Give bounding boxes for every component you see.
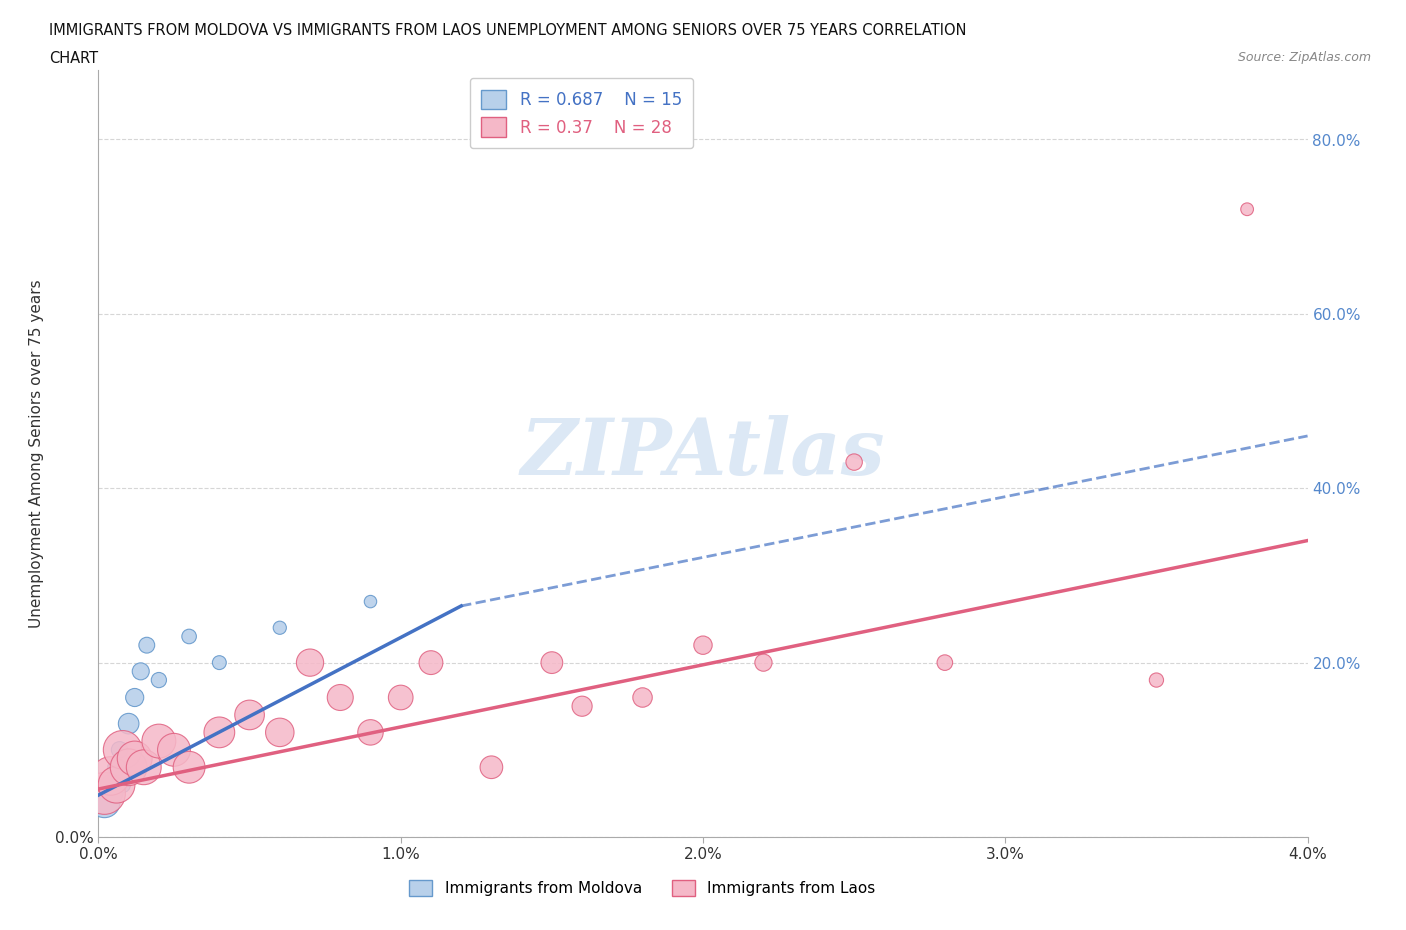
Point <box>129 664 152 679</box>
Point <box>208 725 231 740</box>
Point <box>360 725 382 740</box>
Point <box>844 455 866 470</box>
Point <box>108 742 131 757</box>
Point <box>103 786 125 801</box>
Point <box>239 708 262 723</box>
Point <box>420 656 443 671</box>
Point <box>1236 202 1258 217</box>
Point <box>148 734 170 749</box>
Point <box>360 594 382 609</box>
Legend: Immigrants from Moldova, Immigrants from Laos: Immigrants from Moldova, Immigrants from… <box>404 874 882 902</box>
Point <box>148 672 170 687</box>
Y-axis label: Unemployment Among Seniors over 75 years: Unemployment Among Seniors over 75 years <box>28 279 44 628</box>
Point <box>124 690 146 705</box>
Point <box>179 760 201 775</box>
Point <box>105 777 128 792</box>
Point <box>118 760 141 775</box>
Point <box>208 656 231 671</box>
Point <box>269 725 291 740</box>
Point <box>752 656 775 671</box>
Point <box>93 786 115 801</box>
Point <box>299 656 322 671</box>
Text: Source: ZipAtlas.com: Source: ZipAtlas.com <box>1237 51 1371 64</box>
Point <box>124 751 146 766</box>
Text: CHART: CHART <box>49 51 98 66</box>
Text: IMMIGRANTS FROM MOLDOVA VS IMMIGRANTS FROM LAOS UNEMPLOYMENT AMONG SENIORS OVER : IMMIGRANTS FROM MOLDOVA VS IMMIGRANTS FR… <box>49 23 967 38</box>
Point <box>692 638 714 653</box>
Point <box>329 690 352 705</box>
Point <box>269 620 291 635</box>
Text: ZIPAtlas: ZIPAtlas <box>520 415 886 492</box>
Point <box>163 742 186 757</box>
Point <box>111 742 134 757</box>
Point <box>132 760 155 775</box>
Point <box>389 690 412 705</box>
Point <box>541 656 564 671</box>
Point <box>179 629 201 644</box>
Point <box>100 768 122 783</box>
Point <box>934 656 956 671</box>
Point <box>135 638 157 653</box>
Point <box>118 716 141 731</box>
Point <box>105 760 128 775</box>
Point <box>571 698 593 713</box>
Point <box>111 777 134 792</box>
Point <box>1146 672 1168 687</box>
Point <box>481 760 503 775</box>
Point <box>93 794 115 809</box>
Point <box>631 690 654 705</box>
Point <box>100 777 122 792</box>
